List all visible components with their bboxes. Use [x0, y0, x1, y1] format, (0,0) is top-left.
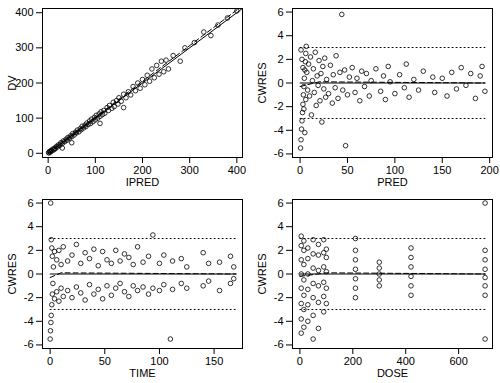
svg-text:CWRES: CWRES	[6, 254, 18, 295]
svg-text:CWRES: CWRES	[256, 254, 268, 295]
svg-text:50: 50	[341, 164, 353, 176]
svg-text:0: 0	[27, 147, 33, 159]
svg-text:100: 100	[15, 112, 33, 124]
svg-text:200: 200	[344, 355, 362, 367]
svg-text:150: 150	[433, 164, 451, 176]
svg-text:-4: -4	[274, 315, 284, 327]
svg-text:-2: -2	[24, 291, 34, 303]
svg-text:0: 0	[297, 164, 303, 176]
svg-text:TIME: TIME	[129, 367, 155, 379]
svg-text:0: 0	[45, 164, 51, 176]
svg-text:0: 0	[27, 268, 33, 280]
svg-text:4: 4	[27, 220, 33, 232]
svg-text:6: 6	[27, 197, 33, 209]
svg-text:4: 4	[277, 29, 283, 41]
svg-text:400: 400	[397, 355, 415, 367]
svg-text:PRED: PRED	[377, 176, 408, 188]
svg-text:-6: -6	[274, 338, 284, 350]
svg-text:6: 6	[277, 6, 283, 18]
svg-text:0: 0	[277, 77, 283, 89]
svg-text:-2: -2	[274, 100, 284, 112]
svg-text:-6: -6	[24, 338, 34, 350]
svg-text:0: 0	[47, 355, 53, 367]
svg-text:200: 200	[15, 76, 34, 89]
svg-text:0: 0	[277, 268, 283, 280]
svg-text:300: 300	[180, 164, 198, 176]
svg-text:150: 150	[205, 355, 223, 367]
svg-text:CWRES: CWRES	[256, 63, 268, 104]
svg-text:50: 50	[99, 355, 111, 367]
svg-text:-2: -2	[274, 291, 284, 303]
svg-text:100: 100	[150, 355, 168, 367]
svg-text:200: 200	[480, 164, 498, 176]
svg-text:100: 100	[386, 164, 404, 176]
svg-text:600: 600	[449, 355, 467, 367]
svg-text:0: 0	[297, 355, 303, 367]
svg-text:-4: -4	[24, 315, 34, 327]
svg-text:400: 400	[228, 164, 246, 176]
svg-text:4: 4	[277, 220, 283, 232]
svg-text:200: 200	[133, 164, 151, 176]
svg-text:300: 300	[15, 41, 33, 53]
svg-text:2: 2	[277, 53, 283, 65]
svg-text:-6: -6	[274, 147, 284, 159]
svg-text:-4: -4	[274, 124, 284, 136]
svg-text:2: 2	[277, 244, 283, 256]
svg-text:DV: DV	[6, 75, 18, 91]
svg-text:400: 400	[15, 6, 33, 18]
svg-text:IPRED: IPRED	[126, 176, 160, 188]
svg-text:DOSE: DOSE	[377, 367, 408, 379]
svg-text:6: 6	[277, 197, 283, 209]
svg-text:2: 2	[27, 244, 33, 256]
svg-text:100: 100	[86, 164, 104, 176]
